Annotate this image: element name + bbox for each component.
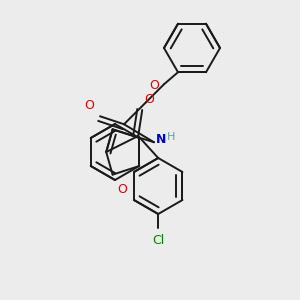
Text: O: O [149,79,159,92]
Text: N: N [156,133,166,146]
Text: O: O [144,93,154,106]
Text: O: O [118,183,128,196]
Text: H: H [167,132,176,142]
Text: O: O [84,99,94,112]
Text: Cl: Cl [152,234,164,247]
